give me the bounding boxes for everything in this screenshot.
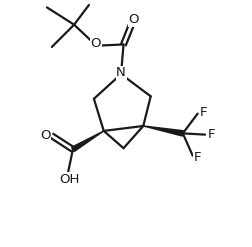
Polygon shape — [72, 131, 104, 152]
Text: N: N — [116, 66, 126, 79]
Text: OH: OH — [59, 173, 79, 185]
Polygon shape — [143, 126, 183, 136]
Text: O: O — [40, 129, 50, 142]
Text: F: F — [200, 106, 208, 119]
Text: F: F — [193, 151, 201, 164]
Text: O: O — [91, 38, 101, 50]
Text: F: F — [208, 128, 215, 141]
Text: O: O — [128, 13, 139, 26]
